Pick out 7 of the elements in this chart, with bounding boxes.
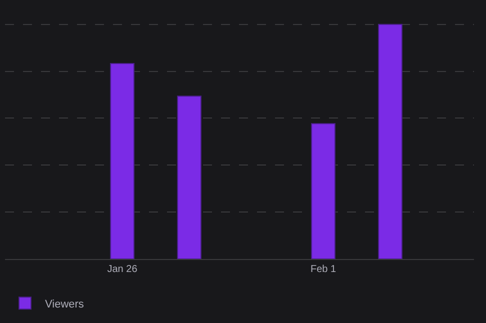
bar bbox=[311, 123, 336, 259]
x-tick-label: Jan 26 bbox=[107, 264, 138, 275]
bar bbox=[177, 96, 202, 259]
x-tick-label: Feb 1 bbox=[310, 264, 336, 275]
bar bbox=[378, 24, 402, 259]
legend-label: Viewers bbox=[45, 298, 84, 310]
bar bbox=[110, 63, 134, 259]
